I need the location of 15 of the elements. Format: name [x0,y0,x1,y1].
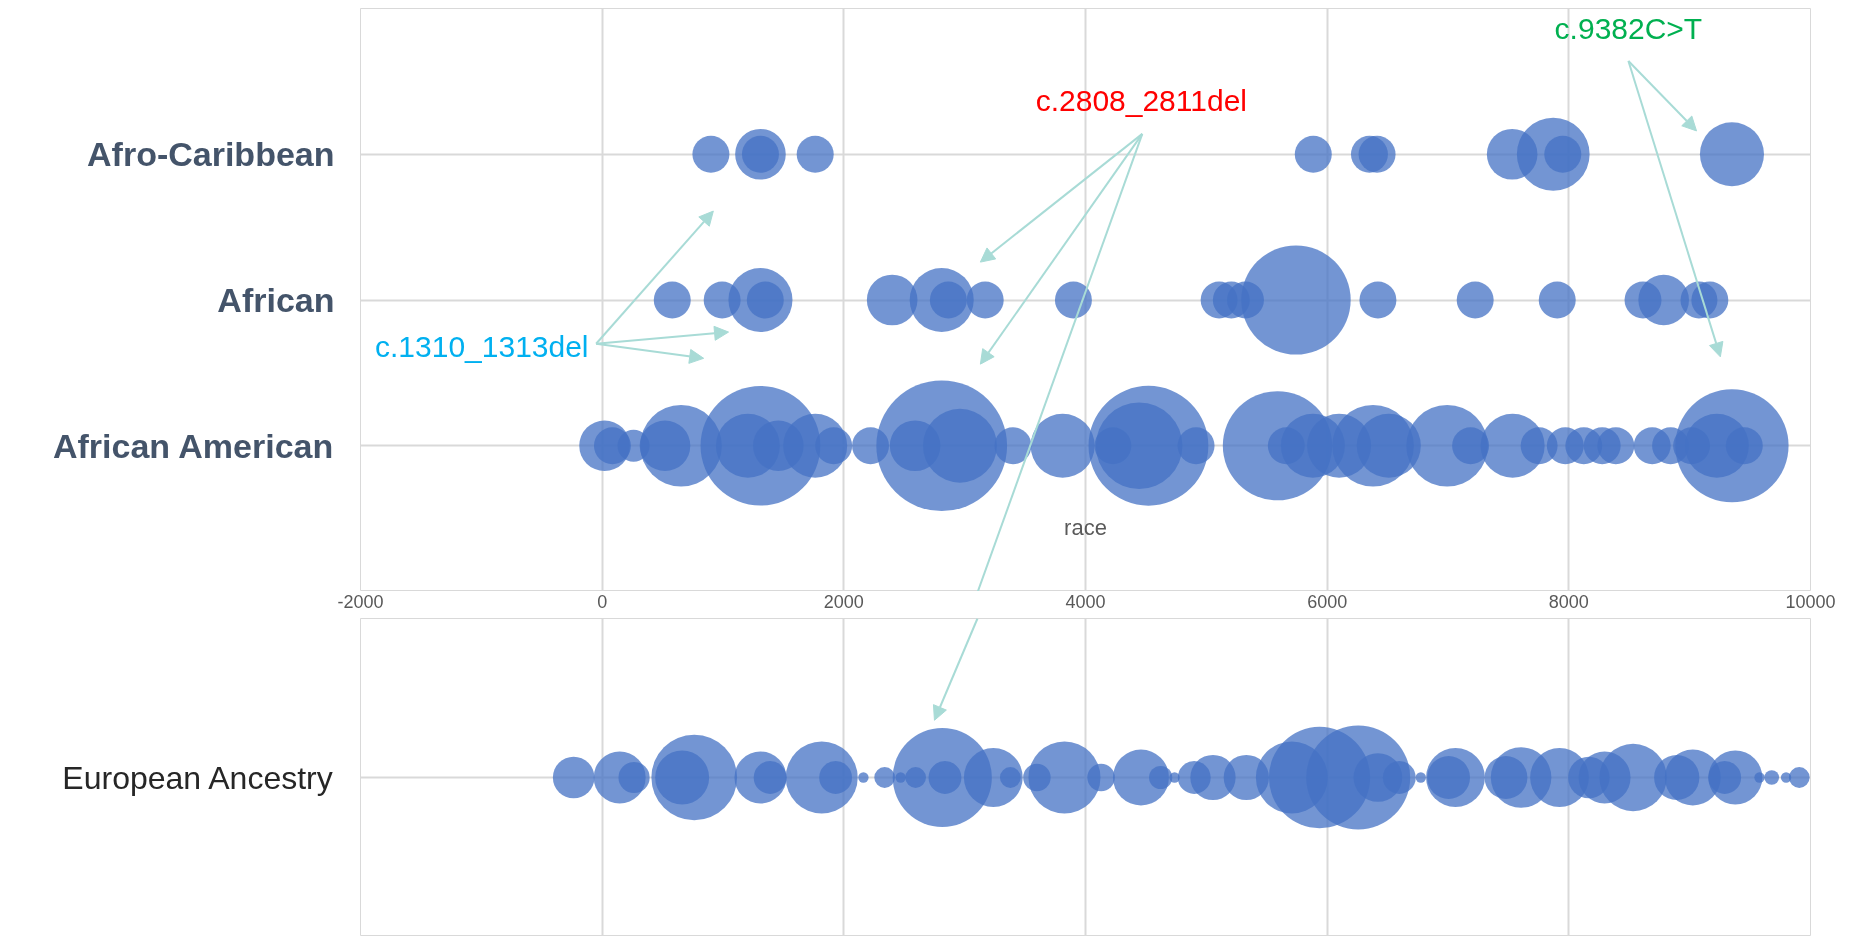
y-tick-label: African [217,281,335,319]
y-tick-label: African American [52,426,334,465]
y-tick-label: European Ancestry [62,759,333,796]
x-tick-label: 10000 [1785,591,1836,612]
y-tick-label: Afro-Caribbean [87,135,335,174]
x-tick-label: -2000 [337,591,384,612]
x-tick-label: 8000 [1548,591,1589,612]
annotation: c.2808_2811del [1035,83,1247,117]
x-tick-label: 6000 [1307,591,1348,612]
x-axis-title: race [1064,515,1107,541]
x-tick-label: 4000 [1065,591,1106,612]
annotation: c.9382C>T [1554,12,1703,46]
annotation: c.1310_1313del [375,330,589,364]
x-tick-label: 0 [597,591,608,612]
x-tick-label: 2000 [823,591,864,612]
